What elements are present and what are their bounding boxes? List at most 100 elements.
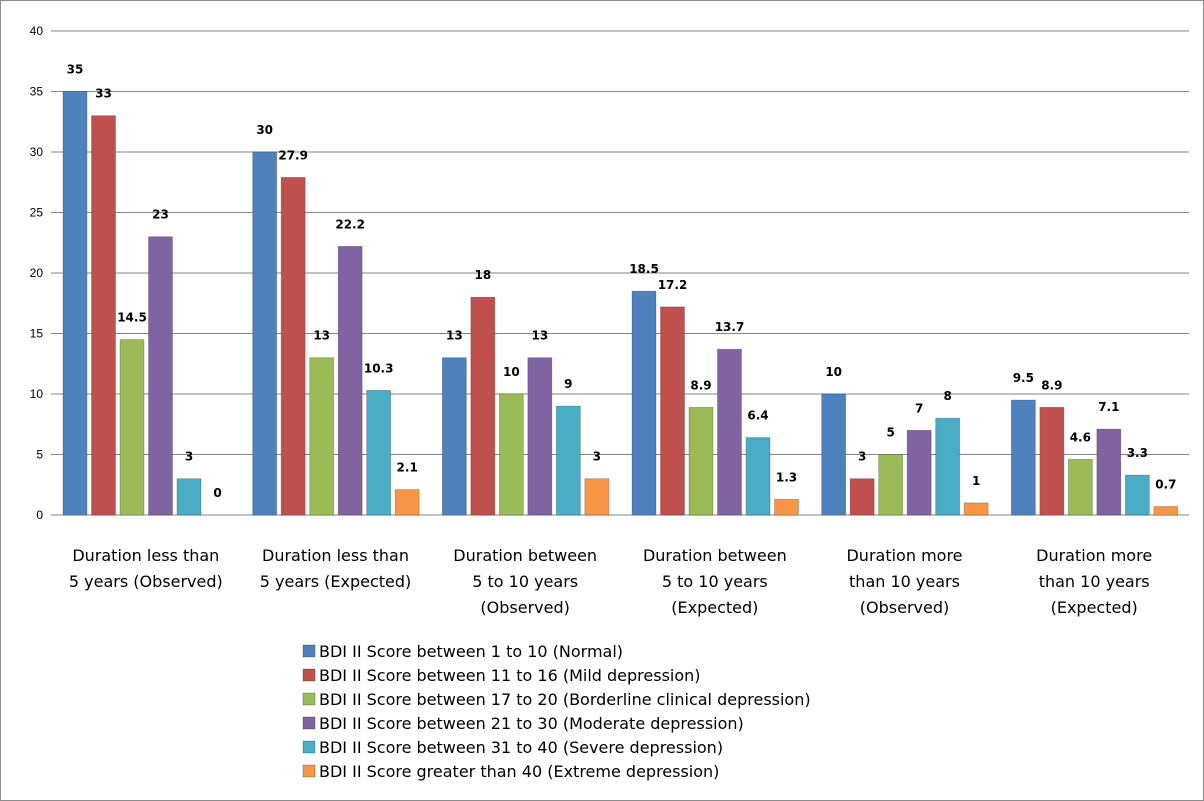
bar: [527, 357, 553, 516]
bar: [91, 115, 116, 516]
bar: [1010, 399, 1036, 516]
bar: [366, 389, 392, 516]
data-label: 3: [593, 450, 601, 464]
bar: [584, 478, 610, 516]
category-label: 5 years (Expected): [260, 572, 412, 591]
bar: [717, 348, 742, 516]
data-label: 8.9: [1041, 378, 1062, 392]
bar: [1067, 458, 1093, 516]
data-label: 13.7: [715, 320, 745, 334]
data-label: 30: [256, 123, 273, 137]
bar: [849, 478, 875, 516]
bar: [631, 290, 657, 516]
category-label: than 10 years: [1039, 572, 1150, 591]
data-label: 35: [67, 63, 84, 77]
data-label: 1: [972, 474, 980, 488]
data-label: 10.3: [364, 361, 394, 375]
bar: [878, 454, 904, 516]
legend-label: BDI II Score between 21 to 30 (Moderate …: [319, 714, 744, 733]
bar: [555, 405, 581, 516]
bar: [935, 417, 961, 516]
data-label: 2.1: [397, 461, 418, 475]
data-label: 3: [858, 450, 866, 464]
legend-label: BDI II Score between 11 to 16 (Mild depr…: [319, 666, 701, 685]
bar: [470, 296, 496, 516]
legend: BDI II Score between 1 to 10 (Normal) BDI…: [302, 642, 811, 781]
legend-label: BDI II Score between 31 to 40 (Severe de…: [319, 738, 723, 757]
category-label: Duration less than: [72, 546, 219, 565]
bars: [62, 91, 1179, 516]
data-label: 18.5: [629, 262, 659, 276]
legend-swatch: [302, 716, 316, 730]
bar: [688, 406, 714, 516]
category-label: Duration more: [1036, 546, 1152, 565]
bar: [441, 357, 467, 516]
data-label: 13: [313, 329, 330, 343]
bar: [1039, 406, 1065, 516]
bar: [745, 437, 771, 516]
category-label: 5 to 10 years: [662, 572, 768, 591]
category-label: 5 to 10 years: [472, 572, 578, 591]
data-label: 18: [474, 268, 491, 282]
data-label: 22.2: [335, 217, 365, 231]
bar: [906, 429, 932, 516]
bar: [821, 393, 847, 516]
y-axis-ticks: 0 5 10 15 20 25 30 35 40: [30, 24, 44, 522]
bar: [176, 478, 202, 516]
data-label: 7: [915, 401, 923, 415]
bar: [119, 339, 145, 516]
gridlines: [51, 30, 1189, 516]
legend-swatch: [302, 692, 316, 706]
x-axis-categories: Duration less than 5 years (Observed) Dura…: [69, 546, 1152, 617]
data-label: 17.2: [658, 278, 688, 292]
category-label: Duration between: [643, 546, 787, 565]
bar: [252, 151, 278, 516]
data-label: 10: [825, 365, 842, 379]
data-label: 9.5: [1013, 371, 1034, 385]
category-label: Duration between: [453, 546, 597, 565]
category-label: 5 years (Observed): [69, 572, 223, 591]
data-label: 10: [503, 365, 520, 379]
bar: [62, 91, 88, 516]
category-label: Duration more: [846, 546, 962, 565]
data-label: 7.1: [1098, 400, 1119, 414]
data-label: 0.7: [1155, 478, 1176, 492]
bar: [1096, 428, 1122, 516]
bar: [280, 177, 306, 516]
data-label: 8: [943, 389, 951, 403]
data-label: 13: [446, 329, 463, 343]
bar: [309, 357, 335, 516]
data-label: 27.9: [278, 148, 308, 162]
legend-swatch: [302, 644, 316, 658]
y-tick-label: 25: [30, 206, 44, 220]
bar: [498, 393, 524, 516]
bar: [774, 498, 799, 516]
legend-label: BDI II Score greater than 40 (Extreme de…: [319, 762, 719, 781]
legend-swatch: [302, 740, 316, 754]
y-tick-label: 30: [30, 145, 44, 159]
y-tick-label: 5: [36, 448, 43, 462]
legend-swatch: [302, 764, 316, 778]
data-label: 13: [531, 329, 548, 343]
data-label: 14.5: [117, 311, 147, 325]
bar: [148, 236, 173, 516]
data-label: 5: [886, 426, 894, 440]
legend-label: BDI II Score between 17 to 20 (Borderlin…: [319, 690, 811, 709]
data-label: 4.6: [1070, 430, 1091, 444]
bar: [963, 502, 989, 516]
category-label: (Observed): [480, 598, 569, 617]
data-label: 6.4: [747, 409, 768, 423]
category-label: (Observed): [860, 598, 949, 617]
data-label: 33: [95, 87, 112, 101]
y-tick-label: 0: [36, 508, 43, 522]
bar: [1153, 506, 1179, 516]
category-label: Duration less than: [262, 546, 409, 565]
y-tick-label: 10: [30, 387, 44, 401]
data-label: 8.9: [690, 378, 711, 392]
bar: [337, 245, 363, 516]
y-tick-label: 40: [30, 24, 44, 38]
y-tick-label: 20: [30, 266, 44, 280]
